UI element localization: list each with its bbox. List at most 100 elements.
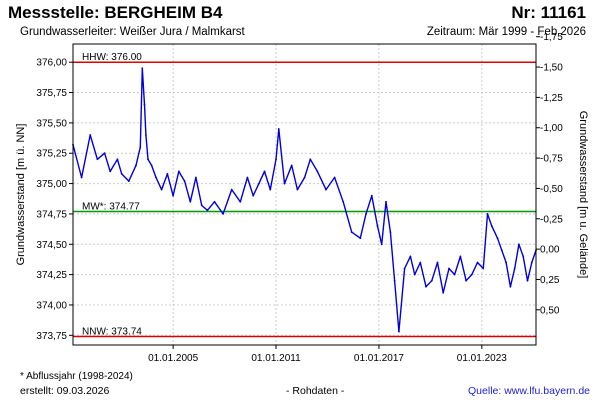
raw-data-label: - Rohdaten - xyxy=(286,385,345,397)
data-point-0-6 xyxy=(116,158,119,161)
left-tick-label-2: 374,25 xyxy=(36,270,67,281)
data-point-0-17 xyxy=(160,188,163,191)
data-point-0-34 xyxy=(269,188,272,191)
data-point-0-56 xyxy=(403,267,406,270)
data-point-0-45 xyxy=(342,200,345,203)
data-point-0-25 xyxy=(206,209,209,212)
x-tick-label-0: 01.01.2005 xyxy=(148,353,198,364)
data-point-0-72 xyxy=(490,225,493,228)
data-point-0-81 xyxy=(530,261,533,264)
data-point-0-68 xyxy=(470,273,473,276)
reference-label-hhw: HHW: 376.00 xyxy=(82,52,142,63)
data-point-0-77 xyxy=(513,267,516,270)
data-point-0-19 xyxy=(172,194,175,197)
data-point-0-49 xyxy=(370,194,373,197)
data-point-0-41 xyxy=(309,158,312,161)
data-point-0-23 xyxy=(195,176,197,179)
data-point-0-75 xyxy=(505,261,507,264)
station-number: Nr: 11161 xyxy=(511,3,586,22)
data-point-0-47 xyxy=(359,237,362,240)
data-point-0-14 xyxy=(147,158,149,161)
right-tick-label-7: 0,00 xyxy=(540,245,560,256)
right-tick-label-2: -1,25 xyxy=(540,93,563,104)
period-label: Zeitraum: Mär 1999 - Feb 2026 xyxy=(426,26,586,38)
data-point-0-31 xyxy=(252,194,255,197)
reference-label-nnw: NNW: 373.74 xyxy=(82,327,142,338)
y-axis-label-right: Grundwasserstand [m u. Gelände] xyxy=(577,111,589,279)
data-point-0-66 xyxy=(459,255,462,258)
data-point-0-32 xyxy=(258,182,260,185)
data-point-0-61 xyxy=(430,279,433,282)
data-point-0-2 xyxy=(89,134,92,136)
data-point-0-78 xyxy=(518,243,520,246)
right-axis-ticks: -1,75 -1,50 -1,25 -1,00 -0,75 -0,50 -0,25 0,00 0… xyxy=(536,32,563,316)
x-tick-label-3: 01.01.2023 xyxy=(457,353,507,364)
left-tick-label-0: 373,75 xyxy=(36,331,67,342)
source-link[interactable]: Quelle: www.lfu.bayern.de xyxy=(468,385,590,397)
data-point-0-46 xyxy=(350,231,353,234)
data-point-0-79 xyxy=(522,255,525,258)
data-point-0-1 xyxy=(80,176,83,179)
data-point-0-69 xyxy=(476,261,479,264)
data-point-0-51 xyxy=(380,243,383,246)
data-point-0-74 xyxy=(500,249,503,252)
data-point-0-20 xyxy=(177,170,180,173)
data-point-0-59 xyxy=(419,261,422,264)
data-point-0-9 xyxy=(135,164,137,167)
data-point-0-43 xyxy=(325,188,327,191)
data-point-0-60 xyxy=(425,285,427,288)
data-point-0-50 xyxy=(376,225,379,228)
right-tick-label-4: -0,75 xyxy=(540,154,563,165)
data-point-0-30 xyxy=(246,176,249,179)
data-point-0-22 xyxy=(189,200,192,203)
right-tick-label-1: -1,50 xyxy=(540,63,563,74)
left-tick-label-5: 375,00 xyxy=(36,179,67,190)
created-date: erstellt: 09.03.2026 xyxy=(20,385,110,397)
data-point-0-58 xyxy=(413,273,416,276)
data-point-0-65 xyxy=(453,273,456,276)
left-tick-label-1: 374,00 xyxy=(36,300,67,311)
data-point-0-13 xyxy=(145,134,147,136)
data-point-0-27 xyxy=(222,213,225,215)
data-point-0-54 xyxy=(393,279,396,282)
data-point-0-8 xyxy=(127,180,130,183)
data-point-0-57 xyxy=(409,255,412,258)
data-point-0-80 xyxy=(526,279,529,282)
left-tick-label-8: 375,75 xyxy=(36,88,67,99)
data-point-0-55 xyxy=(398,330,400,333)
left-tick-label-3: 374,50 xyxy=(36,240,67,251)
data-point-0-62 xyxy=(436,261,439,264)
data-point-0-29 xyxy=(239,200,242,203)
left-tick-label-9: 376,00 xyxy=(36,58,67,69)
data-point-0-42 xyxy=(316,170,319,173)
data-point-0-3 xyxy=(96,158,99,161)
data-point-0-39 xyxy=(296,188,299,191)
data-point-0-64 xyxy=(448,267,450,270)
data-point-0-53 xyxy=(389,231,392,234)
data-point-0-70 xyxy=(482,267,485,270)
data-point-0-26 xyxy=(213,200,216,203)
x-axis-ticks: 01.01.2005 01.01.2011 01.01.2017 01.01.2023 xyxy=(148,345,507,364)
data-point-0-15 xyxy=(150,164,153,167)
data-point-0-33 xyxy=(263,170,266,173)
data-point-0-24 xyxy=(200,204,203,207)
data-point-0-37 xyxy=(283,182,286,185)
data-point-0-38 xyxy=(290,164,293,167)
data-point-0-40 xyxy=(303,176,306,179)
data-point-0-7 xyxy=(120,173,123,175)
right-tick-label-6: -0,25 xyxy=(540,214,563,225)
data-point-0-44 xyxy=(333,176,336,179)
x-tick-label-2: 01.01.2017 xyxy=(354,353,404,364)
right-tick-label-0: -1,75 xyxy=(540,32,563,43)
data-point-0-67 xyxy=(465,279,467,282)
station-title: Messstelle: BERGHEIM B4 xyxy=(8,3,223,22)
series-layer xyxy=(72,67,537,333)
data-point-0-35 xyxy=(275,158,277,161)
data-point-0-16 xyxy=(155,176,157,179)
data-point-0-12 xyxy=(143,103,146,106)
data-point-0-28 xyxy=(230,188,233,191)
data-point-0-5 xyxy=(109,170,112,173)
data-point-0-18 xyxy=(166,173,169,175)
data-point-0-21 xyxy=(183,180,186,183)
